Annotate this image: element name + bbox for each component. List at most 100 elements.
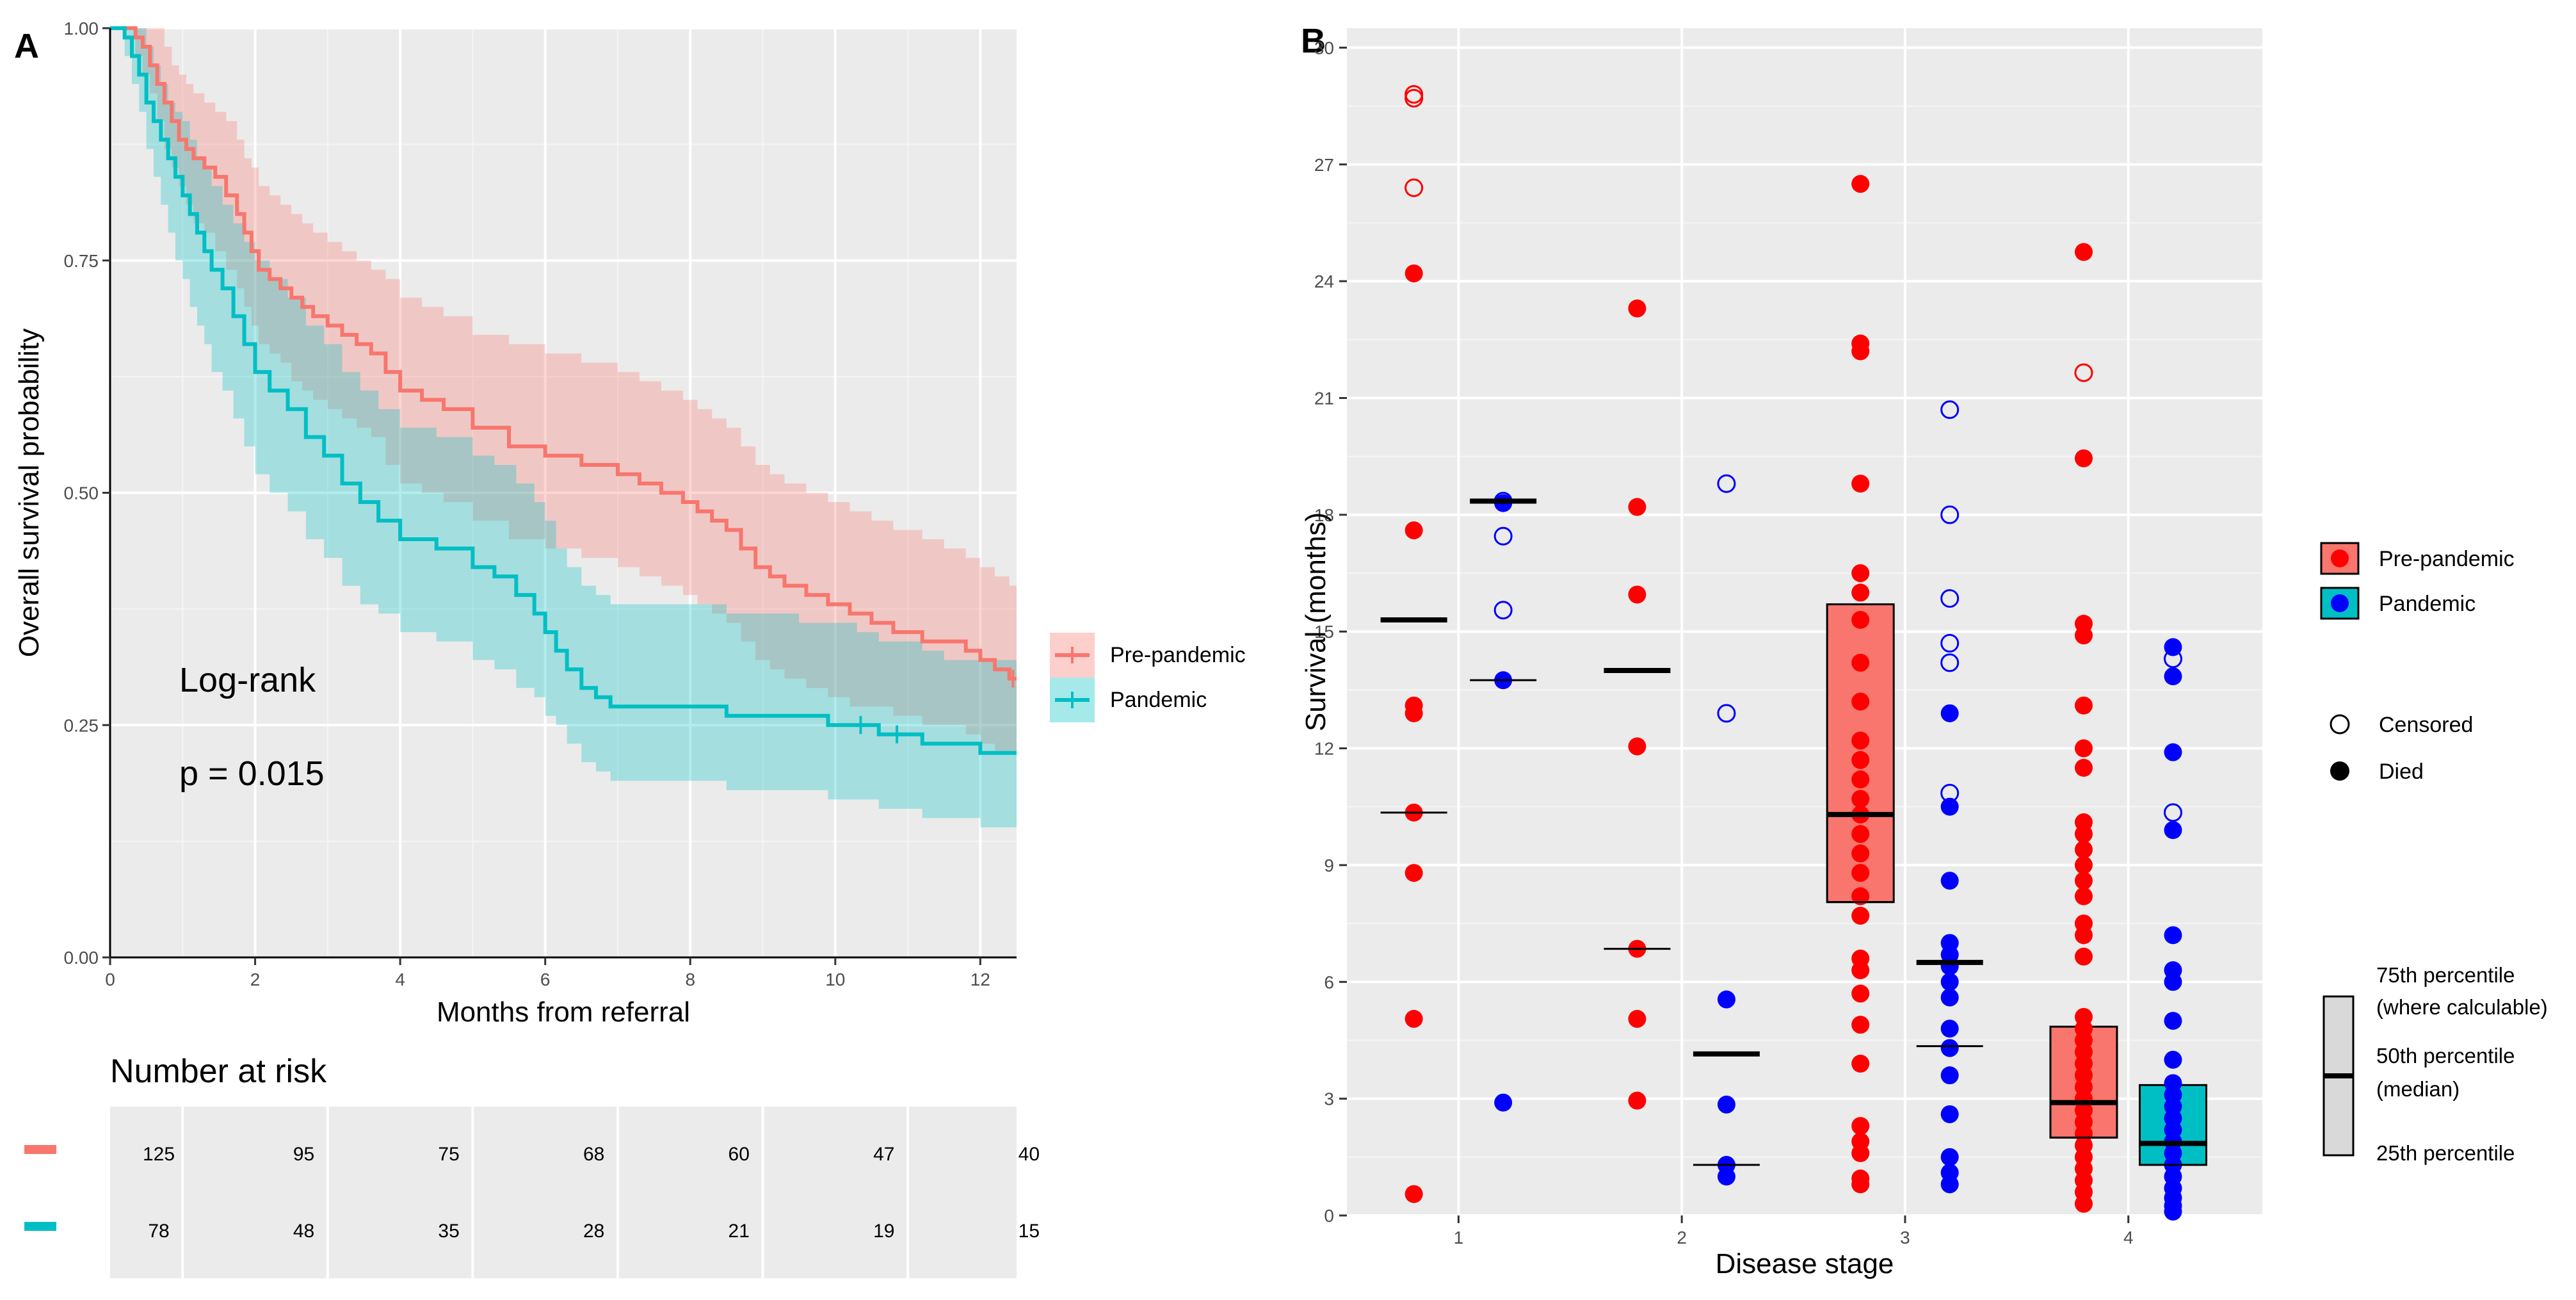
km-x-tick-label: 8 (685, 970, 695, 989)
stage-legend-status-label: Censored (2379, 713, 2473, 737)
point-died (2074, 449, 2093, 467)
km-x-tick-label: 12 (970, 970, 990, 989)
km-chart: 0.00 0.25 0.50 0.75 1.00 0 2 4 6 8 10 12 Months from… (13, 19, 1246, 1028)
point-died (2164, 667, 2182, 686)
stage-legend: Pre-pandemic Pandemic Censored Died 75th per… (2320, 542, 2548, 1165)
point-died (2164, 743, 2182, 761)
risk-cell: 95 (293, 1144, 314, 1165)
point-died (2164, 973, 2182, 991)
risk-table-rows: 125 95 75 68 60 47 40 78 48 35 28 21 19 15 (24, 1144, 1040, 1242)
point-died (2074, 840, 2093, 859)
km-x-tick-label: 6 (540, 970, 551, 989)
point-died (1851, 342, 1870, 361)
point-died (1851, 1144, 1870, 1162)
point-died (1851, 1054, 1870, 1073)
point-died (2074, 825, 2093, 843)
box-key-75th: 75th percentile (2376, 963, 2515, 987)
p-value-label: p = 0.015 (179, 754, 325, 793)
point-died (1851, 961, 1870, 980)
point-died (1940, 704, 1959, 722)
point-died (2074, 856, 2093, 874)
point-died (1851, 770, 1870, 789)
stage-x-axis-title: Disease stage (1716, 1248, 1894, 1280)
km-confidence-bands (110, 28, 1017, 827)
point-died (1851, 887, 1870, 906)
point-died (1851, 864, 1870, 882)
point-died (1940, 1020, 1959, 1038)
risk-cell: 60 (729, 1144, 750, 1165)
point-censored (1493, 601, 1513, 620)
point-died (2074, 626, 2093, 645)
point-died (1851, 984, 1870, 1003)
risk-cell: 15 (1018, 1221, 1040, 1242)
point-died (2074, 887, 2093, 906)
point-died (1851, 653, 1870, 672)
point-died (1717, 990, 1735, 1009)
stage-gridlines (1347, 28, 2262, 1217)
point-died (1851, 844, 1870, 863)
point-died (2074, 872, 2093, 890)
risk-cell: 48 (293, 1221, 314, 1242)
stage-legend-dot (2331, 594, 2349, 612)
point-died (1940, 872, 1959, 890)
km-x-tick-label: 0 (105, 970, 115, 989)
stage-x-tick-label: 1 (1454, 1228, 1464, 1247)
point-died (1405, 264, 1423, 282)
point-died (1851, 1016, 1870, 1034)
panel-b-letter: B (1301, 22, 1326, 60)
legend-censored-icon (2330, 714, 2350, 735)
risk-cell: 47 (873, 1144, 894, 1165)
stage-y-tick-label: 6 (1324, 972, 1334, 992)
km-y-tick-label: 1.00 (64, 19, 99, 38)
risk-table: Number at risk 125 95 75 68 60 47 40 78 48 35 28 21… (24, 1053, 1040, 1278)
logrank-label: Log-rank (179, 661, 316, 699)
risk-cell: 68 (583, 1144, 604, 1165)
point-censored (1940, 400, 1960, 419)
point-died (1851, 731, 1870, 750)
risk-cell: 125 (143, 1144, 175, 1165)
point-died (2074, 696, 2093, 715)
point-died (1940, 973, 1959, 991)
point-died (1851, 175, 1870, 193)
stage-median-lines (1380, 498, 2207, 1166)
risk-cell: 35 (438, 1221, 459, 1242)
box-key-25th: 25th percentile (2376, 1141, 2515, 1165)
stage-panel-background (1347, 28, 2262, 1215)
point-censored (1405, 178, 1424, 197)
point-died (2164, 1202, 2182, 1221)
point-died (1717, 1167, 1735, 1186)
km-band-pandemic (110, 28, 1017, 827)
km-x-tick-label: 4 (395, 970, 405, 989)
stage-y-tick-label: 0 (1324, 1206, 1334, 1226)
stage-y-tick-label: 21 (1314, 388, 1334, 408)
point-died (1851, 1175, 1870, 1194)
point-died (1628, 498, 1646, 516)
stage-legend-label: Pandemic (2379, 592, 2475, 616)
point-died (2164, 1012, 2182, 1030)
stage-points (1405, 85, 2182, 1221)
point-died (1628, 737, 1646, 756)
risk-row-key-pandemic (24, 1222, 56, 1231)
point-died (2074, 926, 2093, 945)
box-key-50th: 50th percentile (2376, 1044, 2515, 1068)
point-died (1940, 1105, 1959, 1123)
point-died (2164, 926, 2182, 945)
km-legend-label: Pre-pandemic (1110, 643, 1246, 667)
km-y-axis-title: Overall survival probability (13, 329, 45, 658)
point-died (1940, 1175, 1959, 1194)
point-died (2074, 739, 2093, 758)
point-died (1628, 1010, 1646, 1028)
point-died (1940, 797, 1959, 816)
stage-y-tick-label: 9 (1324, 856, 1334, 875)
point-died (1851, 583, 1870, 602)
point-died (1494, 1093, 1513, 1112)
km-y-tick-label: 0.75 (64, 251, 99, 271)
risk-table-title: Number at risk (110, 1053, 327, 1090)
point-died (1851, 610, 1870, 629)
stage-y-tick-label: 15 (1314, 622, 1334, 642)
point-censored (1940, 589, 1960, 608)
km-y-tick-label: 0.25 (64, 715, 99, 735)
km-censor-marks (859, 669, 1015, 743)
